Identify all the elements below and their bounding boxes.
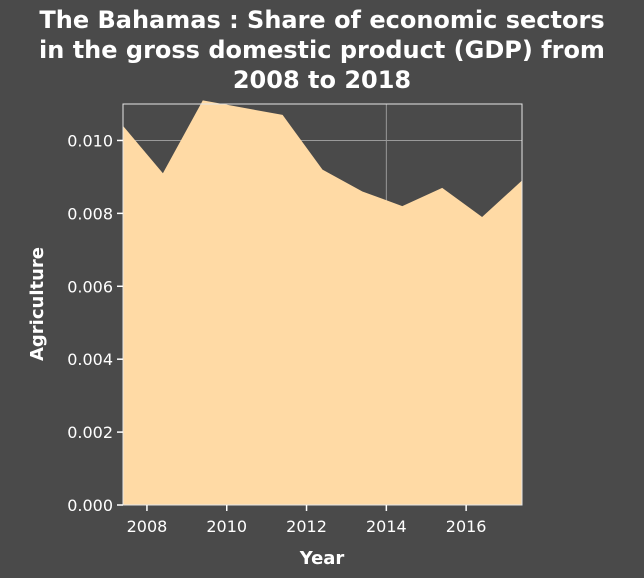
- plot-area: [122, 100, 523, 506]
- plot-frame: [122, 103, 523, 506]
- y-tick-label: 0.006: [67, 277, 113, 296]
- chart-title-line-2: in the gross domestic product (GDP) from: [39, 36, 605, 64]
- y-tick-label: 0.008: [67, 204, 113, 223]
- x-axis-label: Year: [299, 548, 345, 569]
- y-tick-label: 0.004: [67, 350, 113, 369]
- x-tick-label: 2014: [366, 517, 407, 536]
- y-axis: 0.000 0.002 0.004 0.006 0.008 0.010: [67, 131, 123, 515]
- x-axis: 2008 2010 2012 2014 2016: [127, 505, 487, 536]
- chart-title: The Bahamas : Share of economic sectors …: [39, 6, 605, 94]
- chart-title-line-3: 2008 to 2018: [233, 66, 411, 94]
- x-tick-label: 2008: [127, 517, 168, 536]
- x-tick-label: 2012: [286, 517, 327, 536]
- chart-title-line-1: The Bahamas : Share of economic sectors: [39, 6, 604, 34]
- y-axis-label: Agriculture: [27, 247, 48, 361]
- y-tick-label: 0.010: [67, 131, 113, 150]
- x-tick-label: 2016: [446, 517, 487, 536]
- y-tick-label: 0.002: [67, 423, 113, 442]
- agriculture-area: [123, 100, 522, 505]
- x-tick-label: 2010: [206, 517, 247, 536]
- y-tick-label: 0.000: [67, 496, 113, 515]
